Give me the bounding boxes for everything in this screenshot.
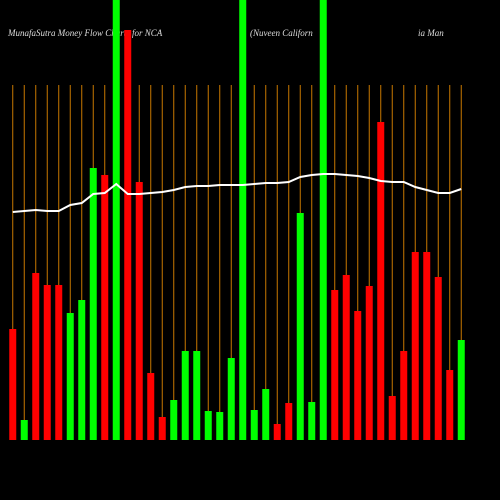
bar [135,182,143,440]
bar [32,273,40,440]
bar [170,400,178,440]
bar [20,420,28,440]
bar [423,252,431,440]
bar [377,122,385,440]
bar [124,30,132,440]
bar [227,358,235,440]
bar [457,340,465,440]
bar [365,286,373,440]
bar [250,410,258,440]
bar [262,389,270,440]
bar [89,168,97,440]
bar [204,411,212,440]
bar [388,396,396,440]
bar [342,275,350,440]
bar [308,402,316,440]
bar [446,370,454,440]
bar [112,0,120,440]
bar [66,313,74,440]
chart-title: MunafaSutra Money Flow Charts for NCA [7,28,163,38]
bar [400,351,408,440]
bar [411,252,419,440]
bar [354,311,362,440]
bar [319,0,327,440]
bar [43,285,51,440]
bar [285,403,293,440]
bar [181,351,189,440]
bar [158,417,166,440]
bar [434,277,442,440]
bar [331,290,339,440]
bar [147,373,155,440]
bar [239,0,247,440]
bar [9,329,17,440]
bar [273,424,281,440]
bar [216,412,224,440]
bar [101,175,109,440]
chart-subtitle: (Nuveen Californ [250,28,313,38]
bar [193,351,201,440]
bar [78,300,86,440]
bar [296,213,304,440]
chart-subtitle-tail: ia Man [418,28,444,38]
money-flow-line [12,173,462,213]
bar [55,285,63,440]
